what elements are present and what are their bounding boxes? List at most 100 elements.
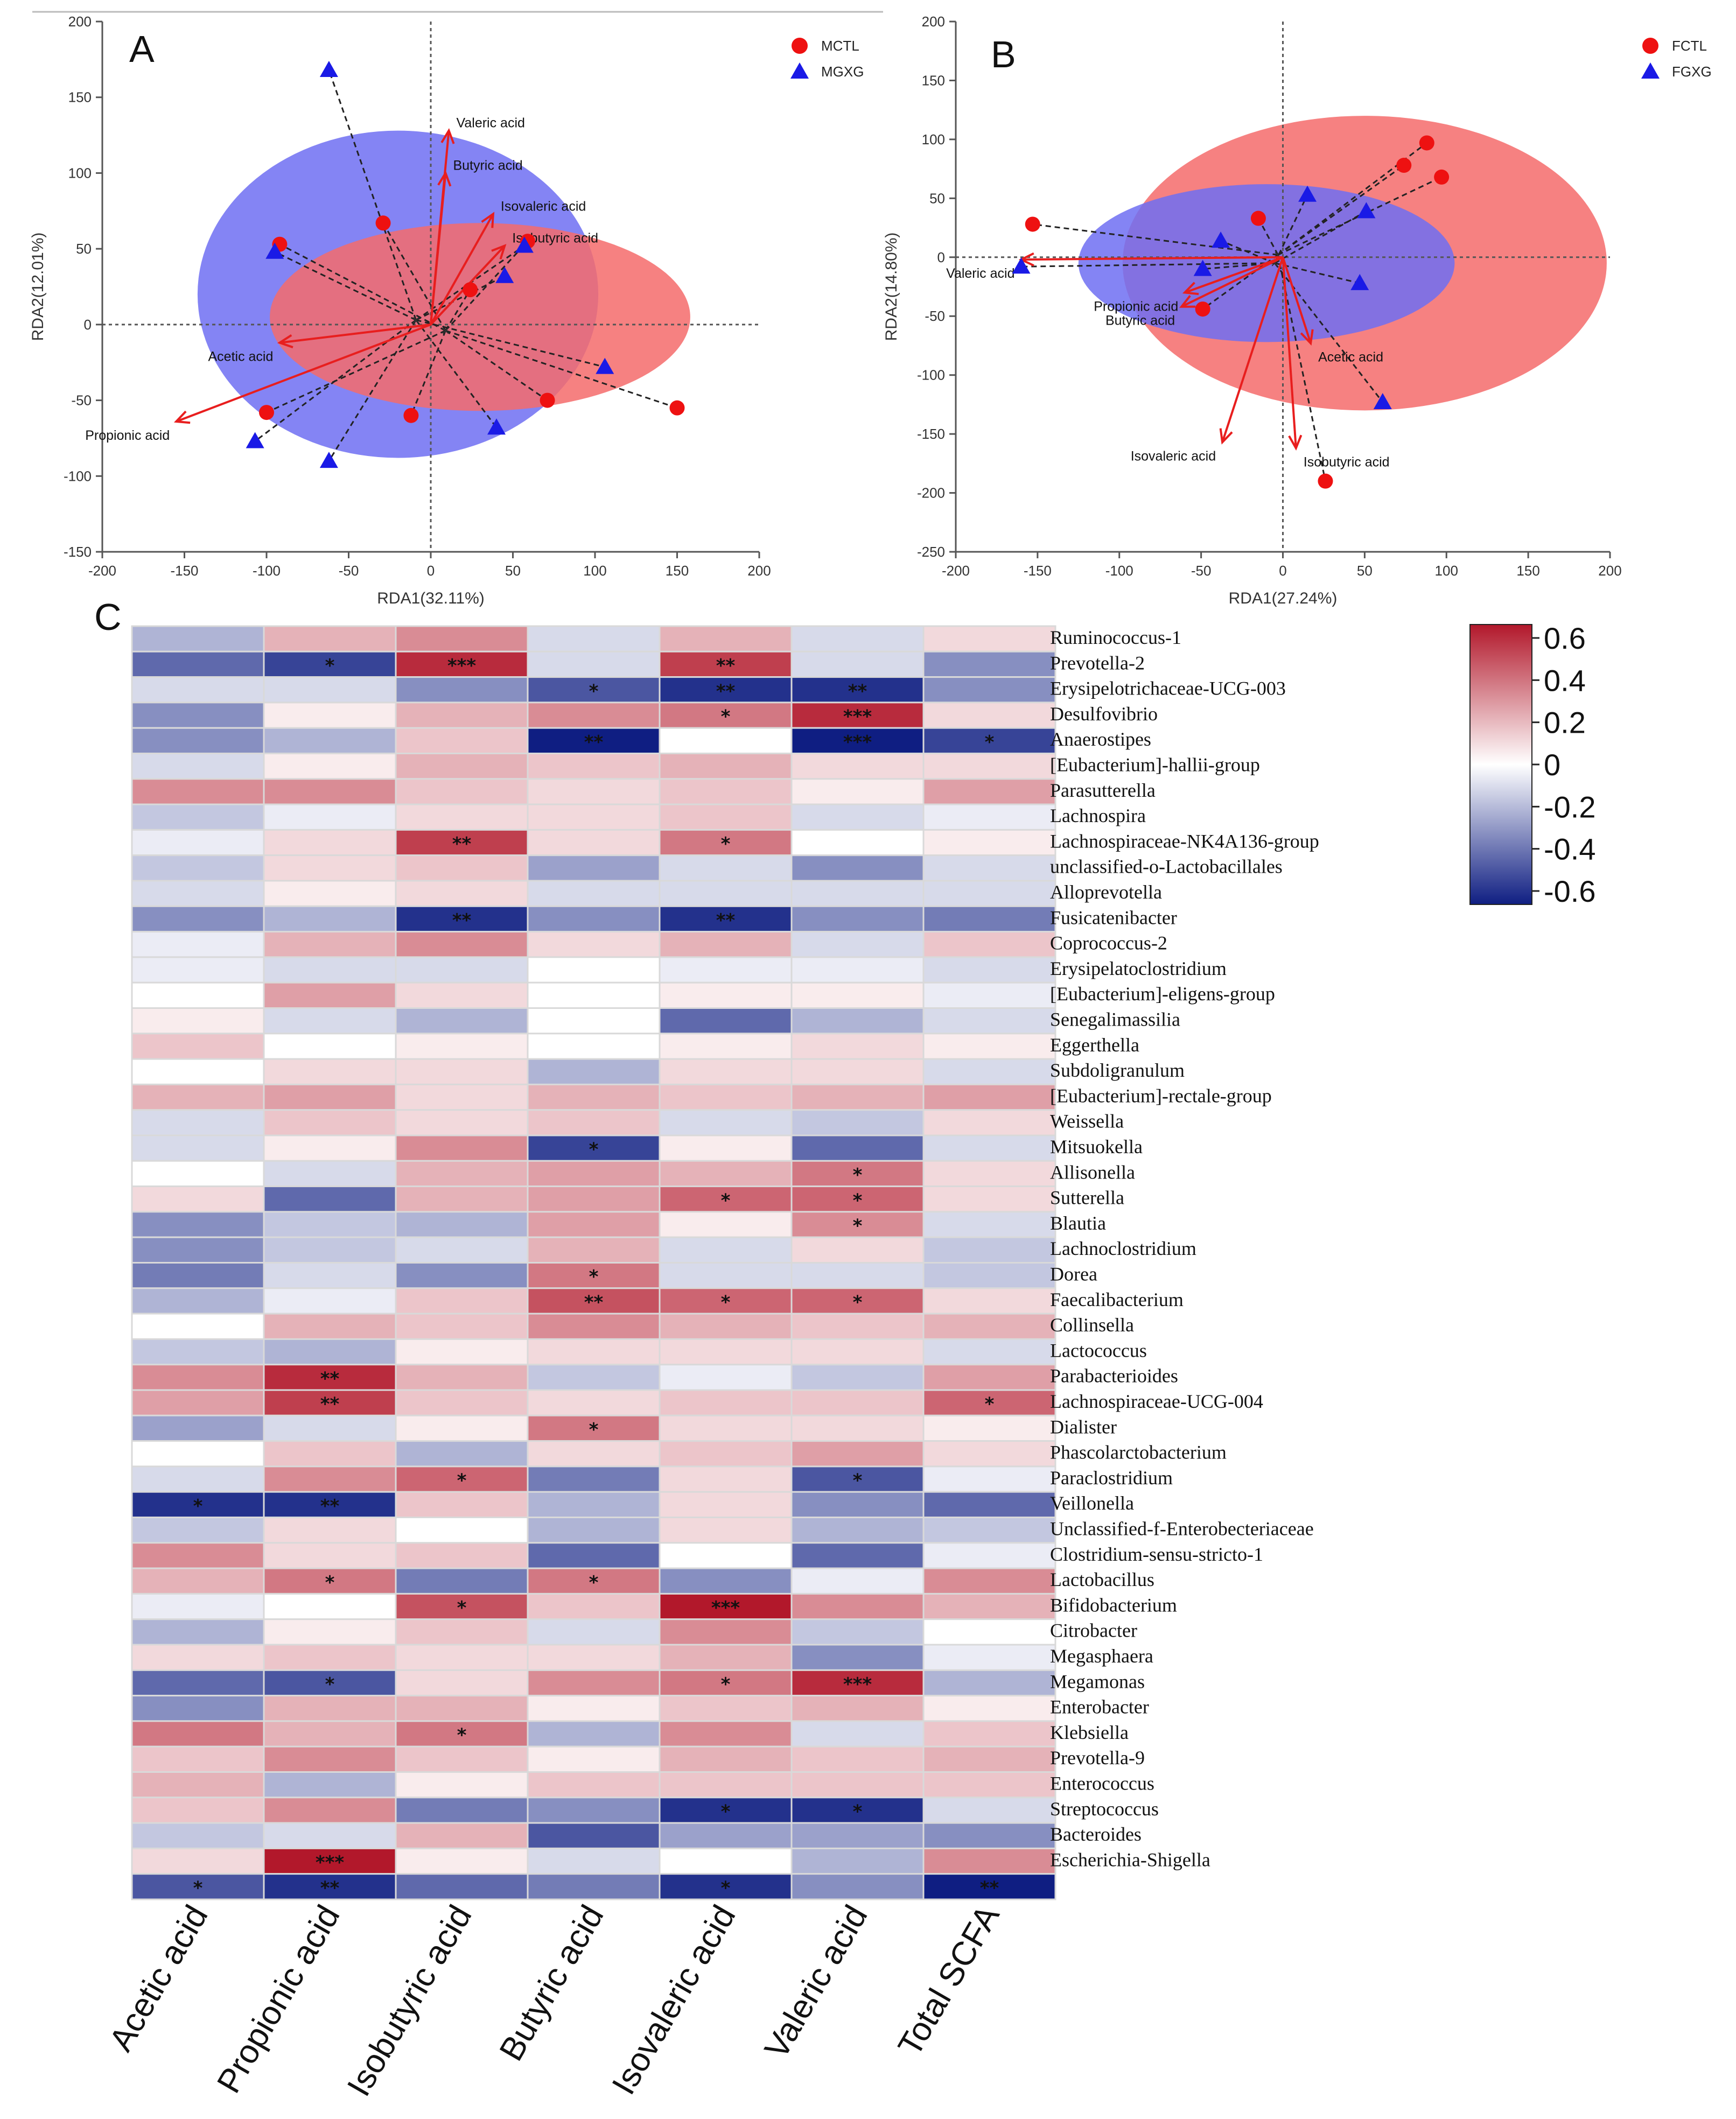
- heatmap-cell: [131, 650, 265, 678]
- heatmap-cell: [659, 1134, 793, 1162]
- panel-a-ellipse-mctl: [270, 223, 690, 411]
- panel-a-point-mgxg: [515, 236, 534, 253]
- colorbar-gradient: [1469, 624, 1532, 905]
- panel-b-point-fctl: [1025, 216, 1040, 232]
- heatmap-cell: [922, 650, 1056, 678]
- heatmap-cell: [790, 1542, 925, 1569]
- heatmap-cell: [263, 625, 397, 652]
- heatmap-row-label: Megamonas: [1050, 1671, 1145, 1692]
- panel-a-spider-line: [445, 329, 677, 409]
- heatmap-cell: [395, 1338, 529, 1366]
- heatmap-column-label: Valeric acid: [758, 1899, 875, 2065]
- panel-b-arrow-label: Propionic acid: [1094, 299, 1178, 314]
- heatmap-cell: [527, 956, 661, 984]
- heatmap-row-label: unclassified-o-Lactobacillales: [1050, 856, 1283, 878]
- panel-b-x-tick-label: 100: [1435, 563, 1458, 579]
- heatmap-cell: [527, 1491, 661, 1518]
- heatmap-cell: [659, 1007, 793, 1035]
- panel-a-letter: A: [129, 28, 155, 70]
- heatmap-row-label: Clostridium-sensu-stricto-1: [1050, 1543, 1263, 1565]
- significance-mark: *: [721, 1877, 731, 1899]
- panel-b-point-fgxg: [1298, 185, 1317, 202]
- panel-a-point-mgxg: [487, 418, 506, 435]
- significance-mark: *: [457, 1470, 467, 1492]
- heatmap-column-label: Isovaleric acid: [605, 1899, 743, 2101]
- significance-mark: **: [980, 1877, 999, 1899]
- heatmap-cell: [131, 1745, 265, 1773]
- heatmap-row-label: [Eubacterium]-eligens-group: [1050, 983, 1275, 1005]
- heatmap-cell: [659, 854, 793, 882]
- panel-b-arrowhead: [1018, 252, 1034, 267]
- heatmap-cell: [790, 1007, 925, 1035]
- panel-b-point-fgxg: [1357, 202, 1376, 219]
- significance-mark: *: [721, 706, 731, 728]
- panel-b-point-fgxg: [1193, 259, 1212, 276]
- heatmap-cell: [263, 1134, 397, 1162]
- heatmap-row-label: Lachnospiraceae-NK4A136-group: [1050, 830, 1319, 852]
- heatmap-cell: [790, 1720, 925, 1748]
- heatmap-cell: [395, 956, 529, 984]
- heatmap-cell: [527, 650, 661, 678]
- heatmap-cell: [790, 1134, 925, 1162]
- heatmap-cell: [922, 1211, 1056, 1238]
- heatmap-cell: [922, 1745, 1056, 1773]
- panel-a-arrow-label: Butyric acid: [453, 158, 522, 173]
- heatmap-cell: [922, 981, 1056, 1009]
- heatmap-cell: [922, 1007, 1056, 1035]
- heatmap-row-label: Dialister: [1050, 1416, 1117, 1437]
- heatmap-cell: [395, 676, 529, 704]
- heatmap-cell: [395, 1083, 529, 1111]
- panel-b-arrowhead: [1179, 295, 1196, 308]
- heatmap-cell: [922, 701, 1056, 729]
- panel-b-point-fgxg: [1373, 393, 1392, 410]
- heatmap-cell: [922, 1797, 1056, 1824]
- heatmap-cell: [790, 981, 925, 1009]
- heatmap-cell: [659, 1440, 793, 1468]
- heatmap-cell: [263, 1465, 397, 1493]
- heatmap-cell: [790, 1517, 925, 1544]
- panel-a-legend-label: MGXG: [821, 64, 864, 80]
- heatmap-cell: [131, 1338, 265, 1366]
- heatmap-cell: [263, 1058, 397, 1085]
- heatmap-cell: [527, 625, 661, 652]
- heatmap-cell: [395, 1313, 529, 1340]
- panel-a-legend-label: MCTL: [821, 38, 859, 54]
- panel-b-y-tick-label: -50: [925, 308, 945, 324]
- heatmap-cell: [659, 1389, 793, 1416]
- heatmap-cell: [395, 1847, 529, 1875]
- heatmap-row-label: Eggerthella: [1050, 1034, 1139, 1056]
- panel-b-y-tick-label: -150: [917, 426, 945, 442]
- panel-a-point-mgxg: [495, 266, 514, 283]
- significance-mark: *: [193, 1877, 203, 1899]
- significance-mark: *: [985, 1394, 995, 1415]
- panel-b-x-tick-label: -50: [1191, 563, 1212, 579]
- heatmap-cell: [527, 1644, 661, 1671]
- heatmap-cell: [527, 1414, 661, 1442]
- heatmap-cell: [263, 905, 397, 933]
- panel-b-x-axis-label: RDA1(27.24%): [1229, 590, 1338, 607]
- heatmap-cell: [395, 1364, 529, 1391]
- significance-mark: *: [853, 1216, 863, 1237]
- panel-b-y-tick-label: 150: [922, 72, 945, 88]
- heatmap-cell: [131, 1644, 265, 1671]
- heatmap-cell: [790, 1033, 925, 1060]
- heatmap-cell: [527, 1389, 661, 1416]
- significance-mark: *: [985, 732, 995, 753]
- panel-b-letter: B: [991, 33, 1016, 75]
- panel-c-letter: C: [94, 596, 122, 638]
- heatmap-cell: [659, 1491, 793, 1518]
- heatmap-cell: [263, 880, 397, 907]
- significance-mark: *: [325, 655, 335, 677]
- heatmap-row-label: Senegalimassilia: [1050, 1009, 1180, 1030]
- heatmap-row-label: Lachnospiraceae-UCG-004: [1050, 1391, 1263, 1412]
- heatmap-cell: [131, 1083, 265, 1111]
- heatmap-row-label: Ruminococcus-1: [1050, 627, 1181, 648]
- heatmap-cell: [659, 1033, 793, 1060]
- significance-mark: *: [853, 1470, 863, 1492]
- heatmap-cell: [922, 829, 1056, 857]
- panel-a-point-mctl: [375, 215, 391, 231]
- heatmap-colorbar: 0.6 0.4 0.2 0 -0.2 -0.4 -0.6: [1469, 621, 1596, 908]
- heatmap-cell: [395, 1745, 529, 1773]
- heatmap-cell: [922, 727, 1056, 754]
- heatmap-cell: [922, 676, 1056, 704]
